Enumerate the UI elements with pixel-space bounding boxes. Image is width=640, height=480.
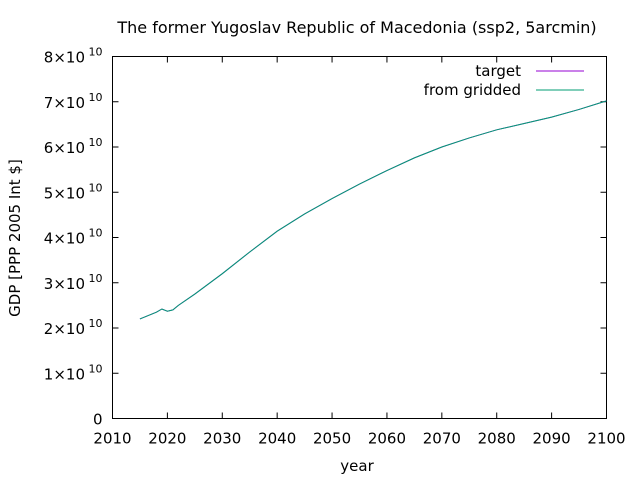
y-tick-label: 6×10 10	[44, 136, 103, 157]
series-group	[139, 100, 607, 320]
legend: target from gridded	[424, 62, 584, 99]
x-tick-label: 2020	[148, 430, 186, 448]
x-tick-label: 2100	[587, 430, 625, 448]
legend-label-target: target	[475, 62, 521, 80]
y-axis: 0 1×10 10 2×10 10 3×10 10 4×10 10 5×10 10 6×10…	[44, 46, 607, 429]
y-tick-label: 2×10 10	[44, 317, 103, 338]
y-tick-label: 7×10 10	[44, 91, 103, 112]
y-tick-label: 8×10 10	[44, 46, 103, 67]
y-tick-label: 4×10 10	[44, 227, 103, 248]
y-tick-label: 1×10 10	[44, 362, 103, 383]
series-line-target	[139, 100, 607, 320]
x-axis: 2010 2020 2030 2040 2050 2060 2070 2080 2090 2100	[93, 56, 626, 448]
x-tick-label: 2090	[533, 430, 571, 448]
x-tick-label: 2070	[423, 430, 461, 448]
series-line-from-gridded	[139, 100, 607, 320]
x-tick-label: 2040	[258, 430, 296, 448]
x-tick-label: 2050	[313, 430, 351, 448]
legend-label-from-gridded: from gridded	[424, 81, 521, 99]
x-tick-label: 2080	[478, 430, 516, 448]
y-tick-label: 5×10 10	[44, 181, 103, 202]
x-tick-label: 2060	[368, 430, 406, 448]
chart-title: The former Yugoslav Republic of Macedoni…	[116, 18, 596, 37]
x-tick-label: 2010	[93, 430, 131, 448]
plot-area-border	[112, 56, 607, 419]
x-axis-label: year	[340, 457, 374, 475]
y-axis-label: GDP [PPP 2005 Int $]	[6, 159, 24, 317]
y-tick-label: 0	[93, 411, 103, 429]
x-tick-label: 2030	[203, 430, 241, 448]
y-tick-label: 3×10 10	[44, 272, 103, 293]
